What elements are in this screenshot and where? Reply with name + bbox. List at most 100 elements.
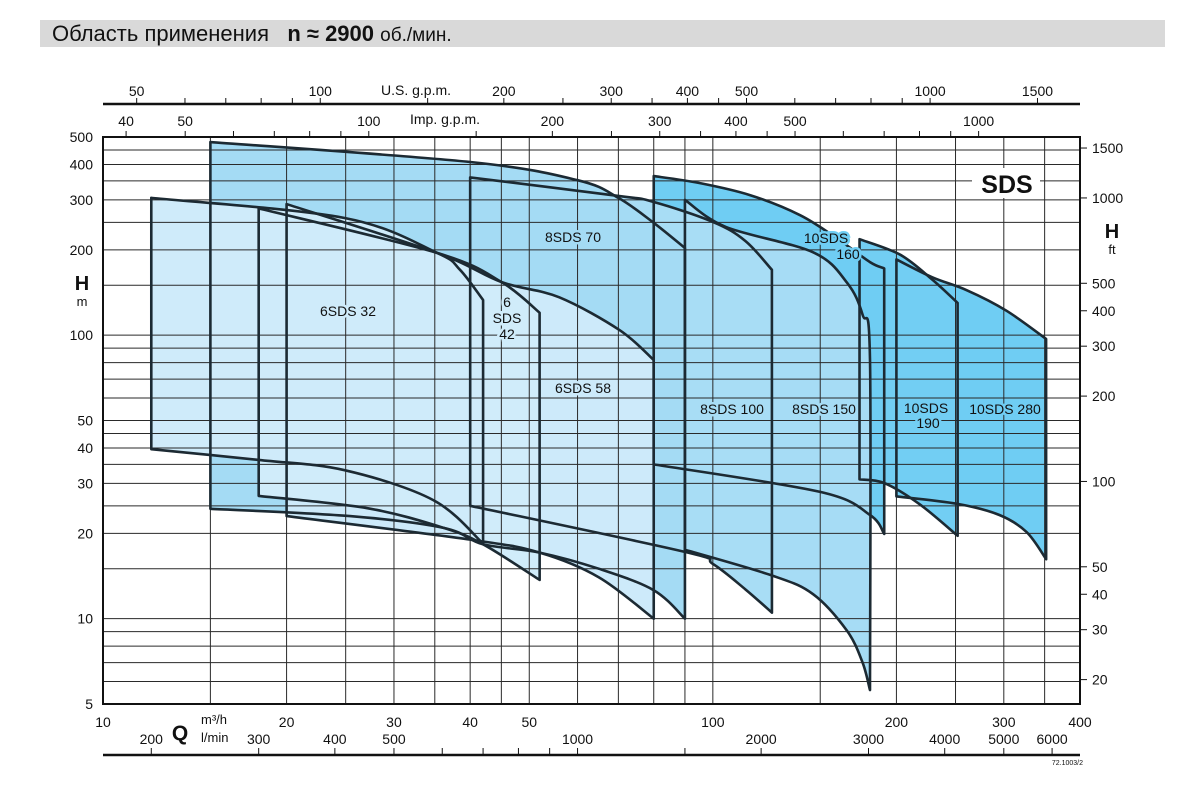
series-label-text: 42 — [499, 326, 515, 342]
y-tick-label: 500 — [70, 129, 94, 145]
y-axis-ft-unit: ft — [1108, 242, 1116, 257]
x-axis-lmin-unit: l/min — [201, 730, 228, 745]
series-label-text: 8SDS 70 — [545, 229, 601, 245]
axes: 10 20 30 40 50 100 200 300 400510203040501002003… — [70, 83, 1123, 757]
x-tick-label: 400 — [1068, 714, 1092, 730]
impgpm-tick-label: 400 — [724, 113, 748, 129]
series-label-text: 10SDS — [904, 400, 948, 416]
impgpm-tick-label: 300 — [648, 113, 672, 129]
y-tick-label: 200 — [70, 242, 94, 258]
series-label-text: 160 — [836, 246, 860, 262]
series-label-text: 190 — [916, 415, 940, 431]
x-axis-unit: m³/h — [201, 712, 227, 727]
ft-tick-label: 100 — [1092, 473, 1116, 489]
y-tick-label: 50 — [77, 413, 93, 429]
lmin-tick-label: 2000 — [746, 731, 777, 747]
speed-value: n ≈ 2900 — [287, 21, 375, 46]
ft-tick-label: 200 — [1092, 388, 1116, 404]
ft-tick-label: 400 — [1092, 303, 1116, 319]
x-tick-label: 200 — [885, 714, 909, 730]
series-label-text: 8SDS 150 — [792, 401, 856, 417]
y-tick-label: 30 — [77, 475, 93, 491]
outline-6sds-58 — [285, 202, 656, 620]
series-label-text: 6 — [503, 294, 511, 310]
ft-tick-label: 20 — [1092, 672, 1108, 688]
series-label-text: 10SDS 280 — [969, 401, 1041, 417]
x-tick-label: 40 — [462, 714, 478, 730]
y-tick-label: 40 — [77, 440, 93, 456]
impgpm-tick-label: 50 — [177, 113, 193, 129]
lmin-tick-label: 400 — [323, 731, 347, 747]
speed-unit: об./мин. — [380, 25, 452, 46]
series-label-text: 6SDS 58 — [555, 380, 611, 396]
series-label-10sds-280: 10SDS 280 — [967, 399, 1044, 420]
series-label-text: 6SDS 32 — [320, 303, 376, 319]
usgpm-tick-label: 200 — [492, 83, 516, 99]
outline-10sds-160 — [652, 174, 886, 536]
x-tick-label: 30 — [386, 714, 402, 730]
y-tick-label: 300 — [70, 192, 94, 208]
usgpm-tick-label: 300 — [600, 83, 624, 99]
ft-tick-label: 50 — [1092, 559, 1108, 575]
y-axis-ft-symbol: H — [1105, 221, 1119, 243]
outline-6sds-32 — [149, 196, 485, 545]
lmin-tick-label: 3000 — [853, 731, 884, 747]
lmin-tick-label: 500 — [382, 731, 406, 747]
series-label-text: 8SDS 100 — [700, 401, 764, 417]
y-tick-label: 10 — [77, 611, 93, 627]
usgpm-tick-label: 1500 — [1022, 83, 1053, 99]
impgpm-tick-label: 100 — [357, 113, 381, 129]
ft-tick-label: 1000 — [1092, 190, 1123, 206]
impgpm-tick-label: 500 — [783, 113, 807, 129]
x-tick-label: 300 — [992, 714, 1016, 730]
y-tick-label: 20 — [77, 525, 93, 541]
title-bar: Область применения n ≈ 2900 об./мин. — [40, 20, 1165, 47]
y-tick-label: 5 — [85, 696, 93, 712]
x-axis-symbol: Q — [172, 722, 188, 745]
lmin-tick-label: 300 — [247, 731, 271, 747]
y-tick-label: 100 — [70, 327, 94, 343]
x-tick-label: 100 — [701, 714, 725, 730]
ft-tick-label: 1500 — [1092, 140, 1123, 156]
x-axis-impgpm-title: Imp. g.p.m. — [410, 111, 480, 127]
ft-tick-label: 30 — [1092, 622, 1108, 638]
lmin-tick-label: 6000 — [1037, 731, 1068, 747]
ft-tick-label: 500 — [1092, 275, 1116, 291]
plot-border — [102, 136, 1081, 705]
lmin-tick-label: 5000 — [988, 731, 1019, 747]
usgpm-tick-label: 100 — [309, 83, 333, 99]
usgpm-tick-label: 500 — [735, 83, 759, 99]
series-label-text: 10SDS — [804, 230, 848, 246]
x-tick-label: 20 — [279, 714, 295, 730]
ft-tick-label: 300 — [1092, 338, 1116, 354]
series-tag-bg — [972, 168, 1040, 198]
series-label-text: SDS — [493, 310, 522, 326]
series-label-8sds-150: 8SDS 150 — [790, 399, 859, 420]
impgpm-tick-label: 40 — [118, 113, 134, 129]
title-text: Область применения — [52, 21, 269, 46]
series-label-8sds-100: 8SDS 100 — [698, 399, 767, 420]
series-label-6sds-58: 6SDS 58 — [552, 378, 613, 399]
impgpm-tick-label: 1000 — [963, 113, 994, 129]
outline-10sds-280 — [895, 258, 1048, 561]
outline-8sds-150 — [683, 198, 872, 692]
series-label-6sds-32: 6SDS 32 — [317, 301, 378, 322]
pump-outlines — [149, 140, 1048, 692]
usgpm-tick-label: 50 — [129, 83, 145, 99]
x-axis-usgpm-title: U.S. g.p.m. — [381, 82, 451, 98]
lmin-tick-label: 1000 — [562, 731, 593, 747]
usgpm-tick-label: 400 — [676, 83, 700, 99]
impgpm-tick-label: 200 — [541, 113, 565, 129]
document-code: 72.1003/2 — [1052, 760, 1083, 767]
lmin-tick-label: 200 — [140, 731, 164, 747]
x-tick-label: 50 — [521, 714, 537, 730]
ft-tick-label: 40 — [1092, 586, 1108, 602]
y-tick-label: 400 — [70, 156, 94, 172]
usgpm-tick-label: 1000 — [915, 83, 946, 99]
series-label-8sds-70: 8SDS 70 — [542, 227, 603, 248]
